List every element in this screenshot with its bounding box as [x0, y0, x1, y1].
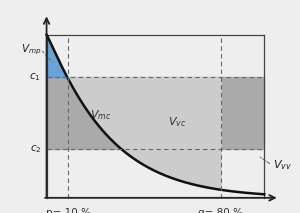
Text: q= 80 %: q= 80 % — [198, 208, 243, 213]
Text: $V_{mc}$: $V_{mc}$ — [90, 108, 112, 122]
Text: $c_2$: $c_2$ — [30, 143, 41, 155]
Text: p= 10 %: p= 10 % — [46, 208, 91, 213]
Text: $V_{vv}$: $V_{vv}$ — [273, 158, 292, 172]
Text: $V_{vc}$: $V_{vc}$ — [168, 115, 186, 128]
Text: $V_{mp}$: $V_{mp}$ — [21, 42, 41, 57]
Text: $c_1$: $c_1$ — [29, 71, 41, 83]
